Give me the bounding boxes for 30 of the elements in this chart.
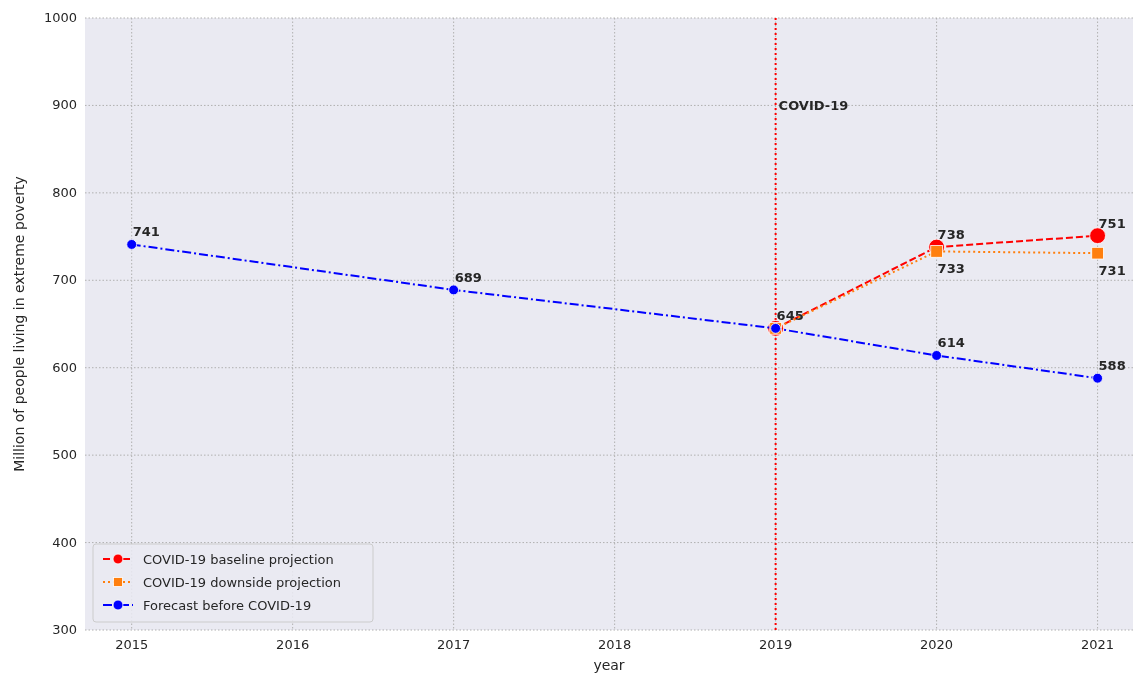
x-tick-label: 2020 [920,637,954,652]
data-label: 614 [937,335,965,351]
data-label: 733 [937,261,965,277]
y-tick-label: 400 [52,534,77,550]
data-label: 689 [454,269,482,285]
legend-label: Forecast before COVID-19 [143,598,312,613]
y-tick-label: 700 [52,272,77,288]
y-tick-label: 600 [52,359,77,375]
y-tick-label: 300 [52,622,77,637]
x-tick-label: 2017 [437,637,471,652]
legend-label: COVID-19 downside projection [143,575,341,590]
data-label: 741 [132,224,160,240]
x-axis-title: year [593,657,625,673]
y-tick-label: 1000 [43,10,77,25]
data-label: 588 [1098,358,1126,374]
y-tick-label: 500 [52,447,77,463]
y-tick-label: 900 [52,97,77,113]
x-tick-label: 2015 [115,637,149,652]
x-tick-label: 2021 [1081,637,1115,652]
data-label: 738 [937,227,965,243]
data-label: 645 [776,308,804,324]
ref-line-label: COVID-19 [778,98,849,114]
x-tick-label: 2018 [598,637,632,652]
data-label: 751 [1098,215,1126,231]
x-tick-label: 2016 [276,637,310,652]
data-label: 731 [1098,263,1126,279]
y-axis-title: Million of people living in extreme poverty [11,176,27,472]
x-tick-label: 2019 [759,637,793,652]
legend-label: COVID-19 baseline projection [143,552,334,567]
y-tick-label: 800 [52,184,77,200]
